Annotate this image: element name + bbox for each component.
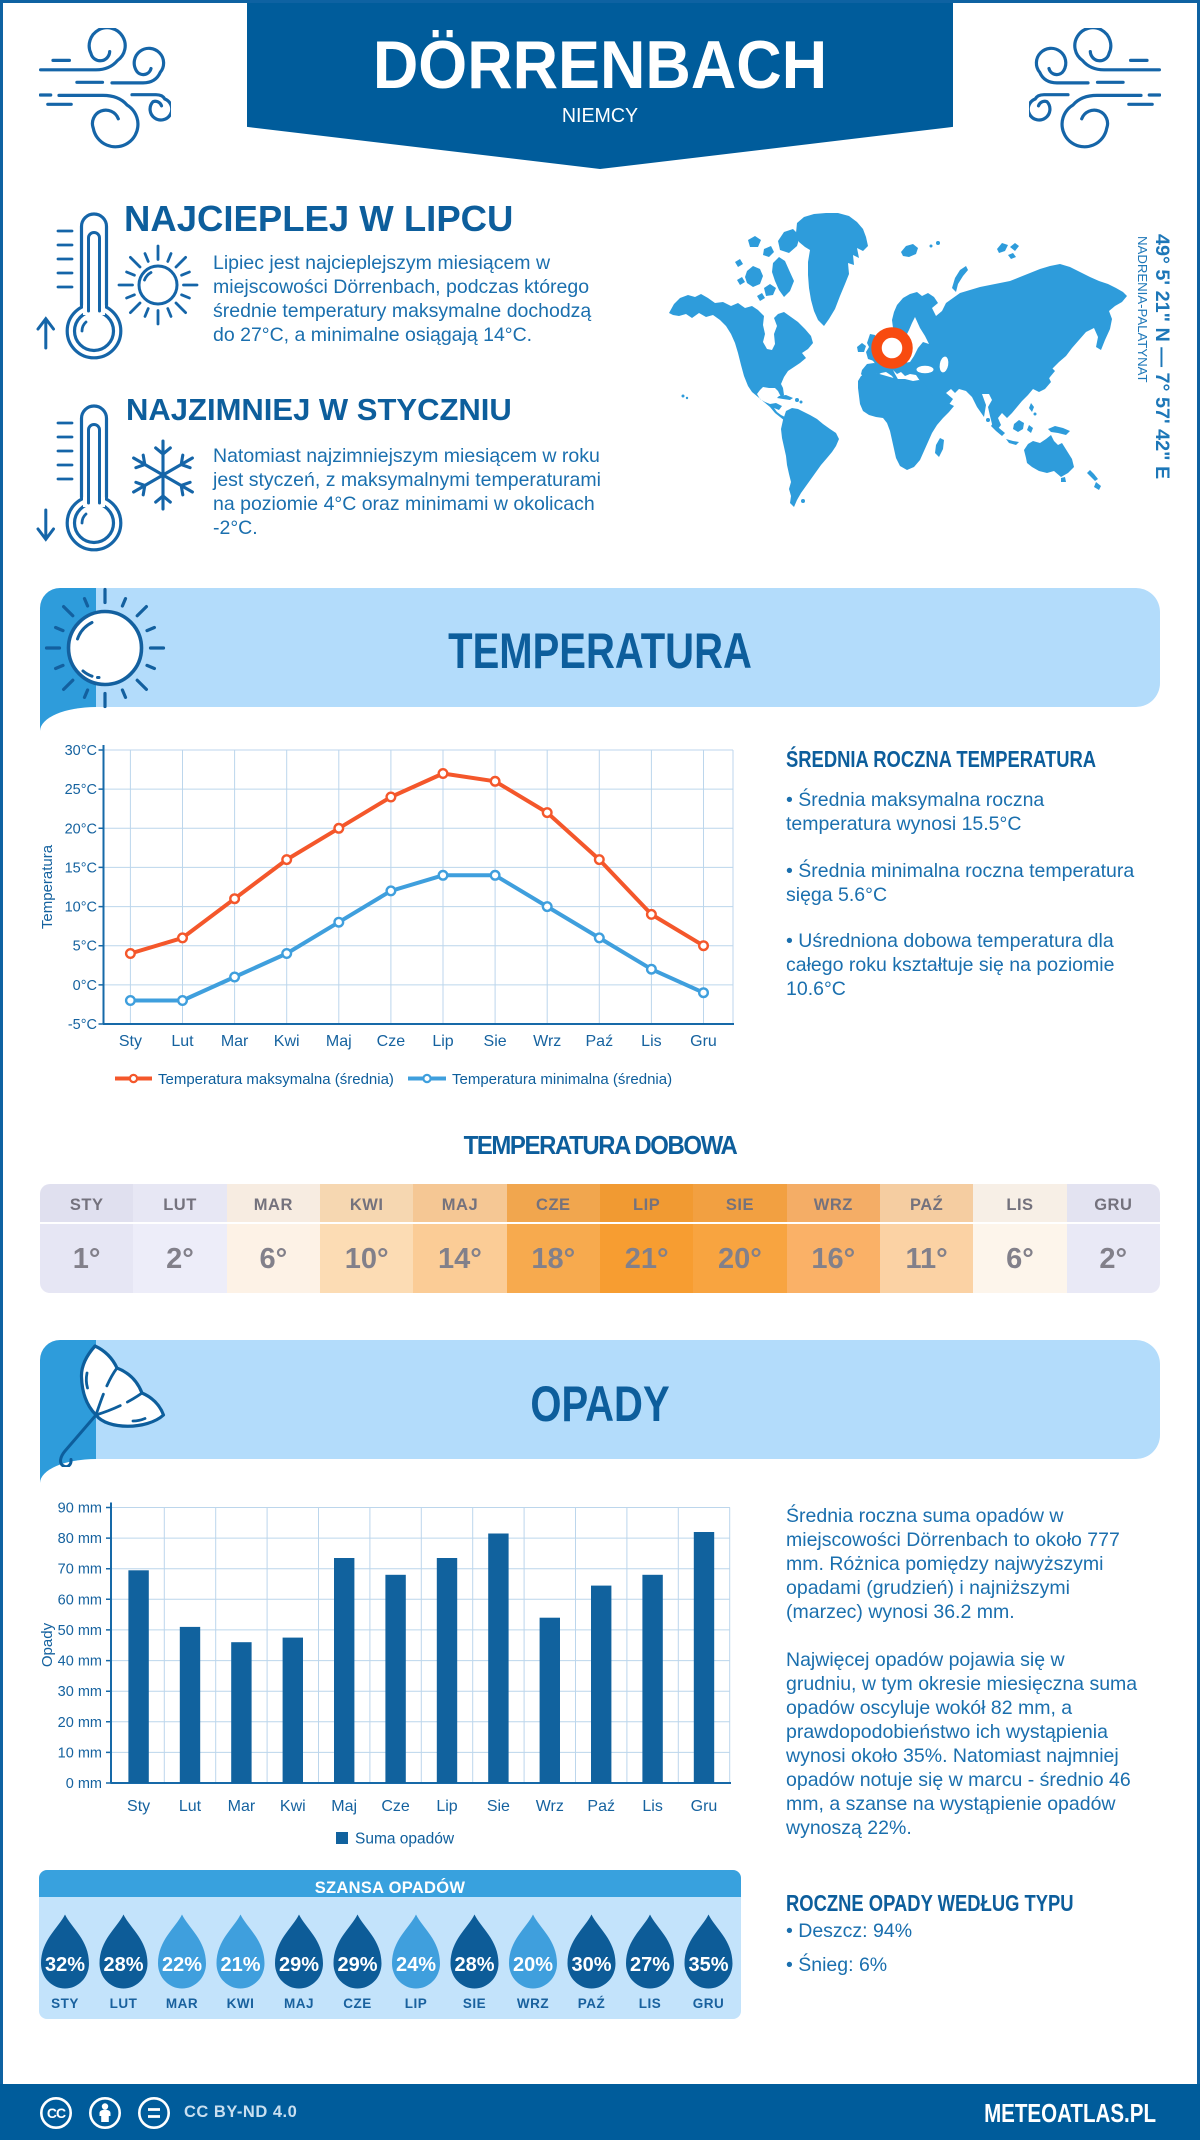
svg-text:Mar: Mar bbox=[221, 1033, 249, 1050]
svg-text:28%: 28% bbox=[103, 1954, 143, 1976]
svg-text:Lut: Lut bbox=[171, 1033, 194, 1050]
svg-text:KWI: KWI bbox=[227, 1996, 255, 2011]
svg-text:MAJ: MAJ bbox=[284, 1996, 314, 2011]
svg-text:0°C: 0°C bbox=[73, 978, 97, 994]
svg-text:Maj: Maj bbox=[331, 1798, 357, 1815]
svg-text:Wrz: Wrz bbox=[536, 1798, 564, 1815]
svg-text:20°C: 20°C bbox=[65, 821, 97, 837]
svg-text:29%: 29% bbox=[279, 1954, 319, 1976]
svg-text:Lip: Lip bbox=[436, 1798, 457, 1815]
svg-text:Kwi: Kwi bbox=[274, 1033, 300, 1050]
svg-text:Mar: Mar bbox=[228, 1798, 256, 1815]
svg-text:Opady: Opady bbox=[40, 1622, 56, 1667]
svg-text:24%: 24% bbox=[396, 1954, 436, 1976]
svg-text:Lis: Lis bbox=[641, 1033, 661, 1050]
svg-text:Temperatura: Temperatura bbox=[40, 844, 56, 929]
svg-text:Gru: Gru bbox=[690, 1033, 717, 1050]
svg-text:21%: 21% bbox=[220, 1954, 260, 1976]
svg-text:22%: 22% bbox=[162, 1954, 202, 1976]
svg-text:GRU: GRU bbox=[693, 1996, 725, 2011]
svg-text:STY: STY bbox=[51, 1996, 79, 2011]
svg-text:Gru: Gru bbox=[691, 1798, 718, 1815]
svg-text:30°C: 30°C bbox=[65, 743, 97, 759]
svg-text:Wrz: Wrz bbox=[533, 1033, 561, 1050]
svg-text:Suma opadów: Suma opadów bbox=[355, 1831, 455, 1848]
svg-text:WRZ: WRZ bbox=[517, 1996, 549, 2011]
svg-text:40 mm: 40 mm bbox=[58, 1654, 102, 1670]
svg-text:27%: 27% bbox=[630, 1954, 670, 1976]
svg-text:-5°C: -5°C bbox=[68, 1017, 97, 1033]
svg-text:LIS: LIS bbox=[639, 1996, 662, 2011]
svg-text:Cze: Cze bbox=[381, 1798, 410, 1815]
svg-text:5°C: 5°C bbox=[73, 939, 97, 955]
svg-text:LIP: LIP bbox=[405, 1996, 428, 2011]
svg-text:25°C: 25°C bbox=[65, 782, 97, 798]
svg-text:Temperatura maksymalna (średni: Temperatura maksymalna (średnia) bbox=[158, 1071, 394, 1088]
svg-text:28%: 28% bbox=[454, 1954, 494, 1976]
svg-text:20 mm: 20 mm bbox=[58, 1715, 102, 1731]
svg-text:Maj: Maj bbox=[326, 1033, 352, 1050]
svg-text:29%: 29% bbox=[337, 1954, 377, 1976]
svg-text:Cze: Cze bbox=[377, 1033, 406, 1050]
svg-text:Kwi: Kwi bbox=[280, 1798, 306, 1815]
svg-text:32%: 32% bbox=[45, 1954, 85, 1976]
svg-text:LUT: LUT bbox=[110, 1996, 138, 2011]
svg-text:Sie: Sie bbox=[487, 1798, 510, 1815]
svg-text:Lis: Lis bbox=[642, 1798, 662, 1815]
svg-text:Temperatura minimalna (średnia: Temperatura minimalna (średnia) bbox=[452, 1071, 672, 1088]
svg-text:Lut: Lut bbox=[179, 1798, 202, 1815]
svg-text:CC: CC bbox=[47, 2105, 66, 2121]
svg-text:Paź: Paź bbox=[586, 1033, 614, 1050]
svg-text:70 mm: 70 mm bbox=[58, 1562, 102, 1578]
svg-text:Lip: Lip bbox=[432, 1033, 453, 1050]
svg-text:PAŹ: PAŹ bbox=[578, 1996, 606, 2011]
svg-text:35%: 35% bbox=[688, 1954, 728, 1976]
svg-text:Sty: Sty bbox=[127, 1798, 150, 1815]
svg-text:CZE: CZE bbox=[343, 1996, 372, 2011]
svg-text:Sty: Sty bbox=[119, 1033, 142, 1050]
svg-text:SIE: SIE bbox=[463, 1996, 486, 2011]
svg-text:Paź: Paź bbox=[587, 1798, 615, 1815]
svg-text:20%: 20% bbox=[513, 1954, 553, 1976]
svg-text:10°C: 10°C bbox=[65, 900, 97, 916]
svg-text:0 mm: 0 mm bbox=[66, 1776, 102, 1792]
svg-text:90 mm: 90 mm bbox=[58, 1501, 102, 1517]
svg-text:50 mm: 50 mm bbox=[58, 1623, 102, 1639]
svg-text:Sie: Sie bbox=[484, 1033, 507, 1050]
svg-text:10 mm: 10 mm bbox=[58, 1745, 102, 1761]
svg-text:15°C: 15°C bbox=[65, 860, 97, 876]
svg-text:30 mm: 30 mm bbox=[58, 1684, 102, 1700]
svg-text:60 mm: 60 mm bbox=[58, 1592, 102, 1608]
svg-text:MAR: MAR bbox=[166, 1996, 198, 2011]
svg-text:80 mm: 80 mm bbox=[58, 1531, 102, 1547]
svg-text:30%: 30% bbox=[571, 1954, 611, 1976]
